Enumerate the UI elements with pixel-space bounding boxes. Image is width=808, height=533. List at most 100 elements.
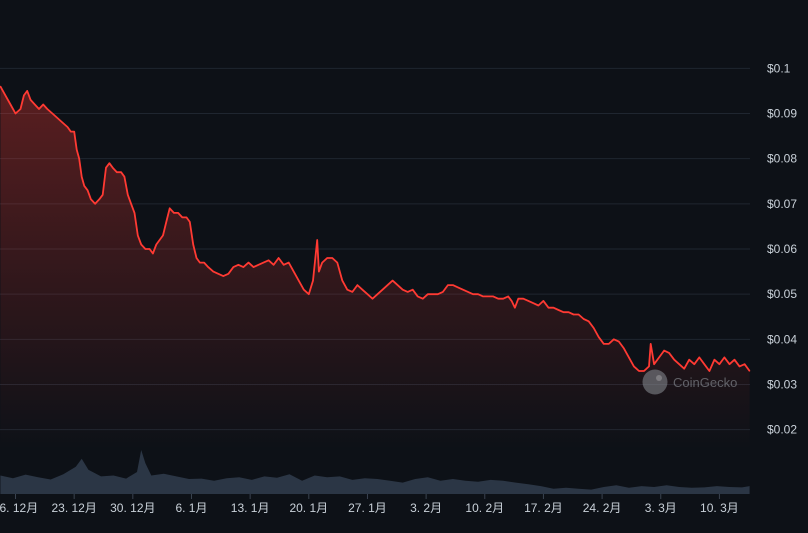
price-point bbox=[212, 271, 214, 273]
price-point bbox=[268, 259, 270, 261]
price-point bbox=[318, 271, 320, 273]
y-tick-label: $0.02 bbox=[767, 423, 797, 437]
price-point bbox=[437, 293, 439, 295]
price-point bbox=[288, 262, 290, 264]
x-tick-label: 10. 2月 bbox=[465, 501, 504, 515]
price-point bbox=[407, 291, 409, 293]
price-point bbox=[34, 103, 36, 106]
price-point bbox=[356, 284, 358, 286]
price-point bbox=[673, 359, 675, 361]
price-point bbox=[144, 248, 146, 250]
y-tick-label: $0.1 bbox=[767, 61, 791, 75]
price-point bbox=[698, 356, 700, 358]
x-tick-label: 24. 2月 bbox=[583, 501, 622, 515]
price-point bbox=[417, 295, 419, 297]
price-point bbox=[19, 108, 22, 110]
price-point bbox=[326, 257, 328, 259]
price-point bbox=[744, 363, 746, 365]
price-point bbox=[588, 320, 590, 322]
price-point bbox=[252, 266, 255, 268]
price-point bbox=[537, 304, 540, 307]
price-point bbox=[376, 293, 379, 295]
price-point bbox=[237, 264, 239, 266]
price-point bbox=[316, 239, 318, 241]
price-point bbox=[688, 359, 690, 361]
price-point bbox=[140, 243, 142, 246]
price-point bbox=[293, 271, 295, 273]
price-point bbox=[78, 158, 80, 160]
price-point bbox=[207, 266, 209, 268]
x-tick-label: 3. 2月 bbox=[410, 501, 442, 515]
price-point bbox=[492, 295, 494, 297]
price-point bbox=[116, 171, 118, 173]
price-point bbox=[222, 275, 224, 277]
price-point bbox=[392, 280, 394, 282]
price-area-fill bbox=[0, 86, 750, 451]
price-point bbox=[120, 171, 122, 173]
price-point bbox=[81, 176, 83, 178]
price-point bbox=[278, 257, 280, 259]
price-area bbox=[0, 86, 750, 451]
x-tick-label: 16. 12月 bbox=[0, 501, 38, 515]
price-point bbox=[257, 264, 260, 266]
price-point bbox=[422, 298, 424, 300]
volume-area bbox=[0, 450, 750, 494]
price-point bbox=[181, 216, 183, 218]
price-point bbox=[593, 327, 595, 329]
price-point bbox=[658, 356, 660, 358]
price-point bbox=[38, 108, 40, 110]
price-point bbox=[173, 212, 175, 214]
price-point bbox=[387, 284, 389, 286]
price-point bbox=[152, 252, 154, 255]
price-point bbox=[4, 94, 6, 96]
price-point bbox=[162, 234, 164, 236]
x-axis: 16. 12月 23. 12月 30. 12月 6. 1月 13. 1月 20. 1月 27… bbox=[0, 494, 739, 515]
price-point bbox=[361, 289, 363, 291]
price-point bbox=[203, 262, 205, 264]
price-point bbox=[457, 286, 459, 288]
price-point bbox=[517, 298, 519, 300]
price-point bbox=[346, 289, 348, 291]
price-point bbox=[568, 311, 570, 313]
x-tick-label: 20. 1月 bbox=[289, 501, 328, 515]
price-point bbox=[26, 90, 28, 92]
price-point bbox=[137, 234, 139, 236]
price-point bbox=[283, 264, 285, 266]
x-tick-label: 3. 3月 bbox=[645, 501, 677, 515]
y-tick-label: $0.03 bbox=[767, 378, 797, 392]
price-point bbox=[507, 295, 509, 297]
price-point bbox=[728, 363, 731, 365]
coingecko-watermark: CoinGecko bbox=[642, 369, 737, 395]
price-point bbox=[87, 189, 89, 191]
x-tick-label: 27. 1月 bbox=[348, 501, 387, 515]
price-point bbox=[708, 370, 711, 372]
price-point bbox=[51, 112, 54, 115]
price-point bbox=[366, 293, 369, 295]
price-point bbox=[9, 103, 12, 106]
price-point bbox=[98, 198, 100, 200]
price-point bbox=[442, 291, 444, 293]
price-point bbox=[308, 293, 310, 295]
y-tick-label: $0.08 bbox=[767, 152, 797, 166]
price-point bbox=[573, 313, 575, 316]
price-point bbox=[341, 280, 343, 282]
y-tick-label: $0.07 bbox=[767, 197, 797, 211]
price-point bbox=[90, 198, 92, 200]
price-point bbox=[703, 363, 705, 365]
price-point bbox=[108, 162, 110, 164]
price-point bbox=[177, 212, 179, 214]
price-point bbox=[542, 300, 545, 302]
price-point bbox=[46, 108, 48, 110]
price-point bbox=[749, 370, 751, 372]
price-point bbox=[562, 311, 565, 313]
price-point bbox=[14, 112, 17, 115]
price-point bbox=[298, 280, 300, 282]
price-point bbox=[189, 221, 191, 223]
price-point bbox=[693, 363, 695, 365]
price-point bbox=[61, 121, 64, 124]
price-point bbox=[242, 266, 244, 268]
price-point bbox=[723, 356, 726, 358]
price-point bbox=[102, 194, 104, 196]
x-tick-label: 6. 1月 bbox=[175, 501, 207, 515]
watermark-text: CoinGecko bbox=[673, 375, 737, 390]
